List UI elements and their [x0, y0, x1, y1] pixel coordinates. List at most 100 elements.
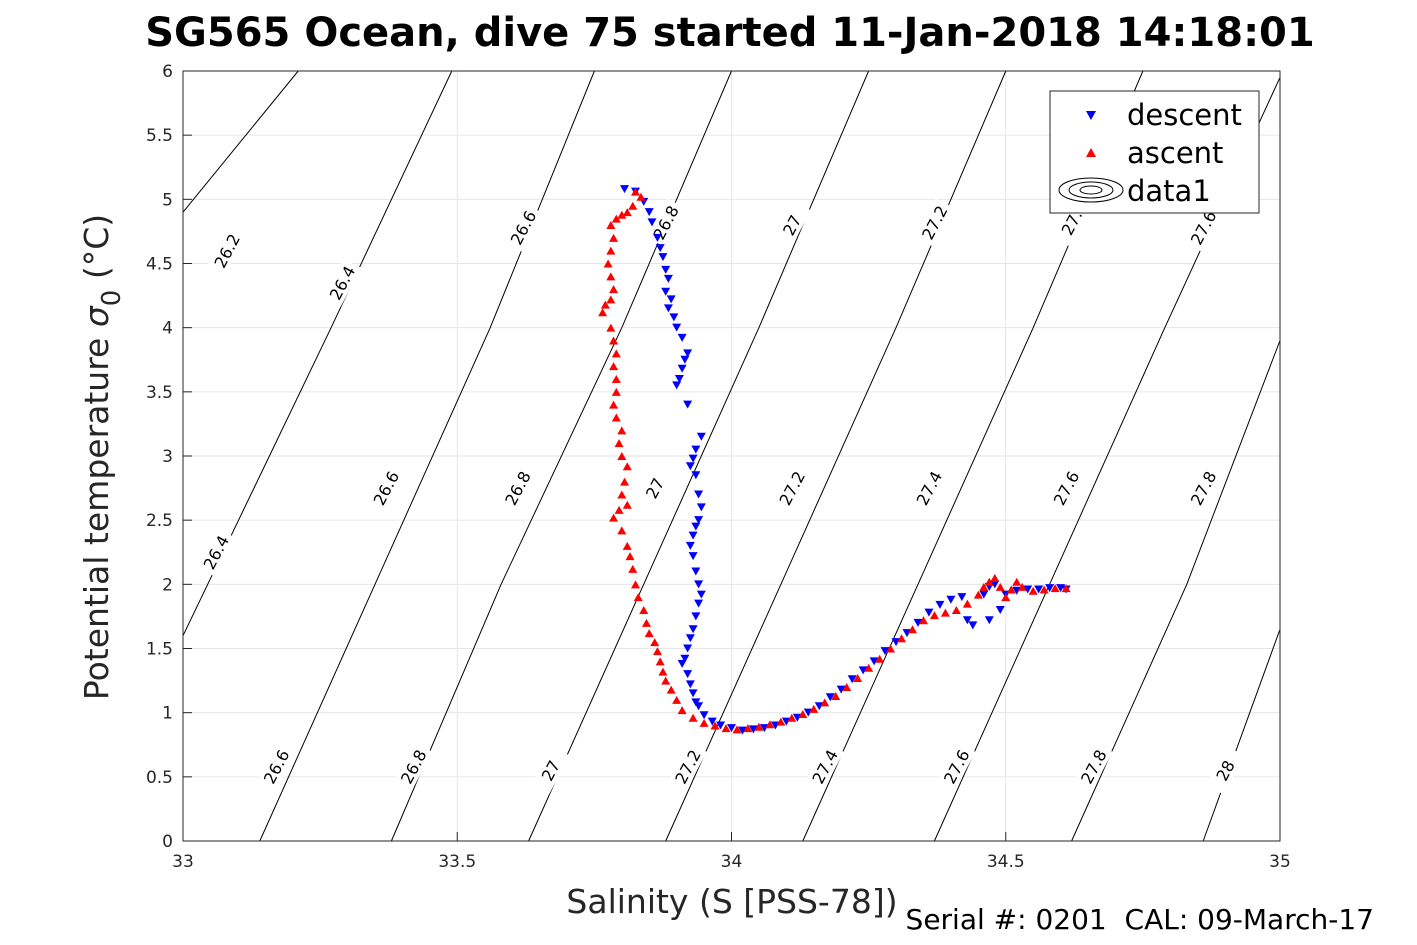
descent-point — [691, 612, 701, 621]
descent-point — [658, 253, 668, 262]
descent-point — [677, 333, 687, 342]
contour-label-mask — [909, 463, 949, 513]
ascent-point — [990, 573, 1000, 582]
contour-label-mask — [915, 198, 954, 247]
contour-label-mask — [1184, 203, 1223, 252]
descent-point — [663, 274, 673, 283]
descent-point — [696, 432, 706, 441]
ascent-point — [600, 300, 610, 309]
ascent-point — [875, 654, 885, 663]
ascent-point — [650, 638, 660, 647]
y-axis-label-unit: (°C) — [77, 214, 116, 279]
contour-label-mask — [668, 742, 707, 791]
ascent-point — [609, 513, 619, 522]
descent-point — [691, 522, 701, 531]
descent-point — [1023, 585, 1033, 594]
descent-point — [677, 364, 687, 373]
ascent-point — [633, 593, 643, 602]
y-axis-label-text: Potential temperature — [77, 338, 116, 700]
ascent-point — [853, 674, 863, 683]
legend-descent-marker — [1086, 111, 1096, 120]
ascent-point — [1050, 584, 1060, 593]
ascent-point — [603, 259, 613, 268]
descent-point — [691, 445, 701, 454]
ascent-point — [617, 490, 627, 499]
descent-point — [620, 185, 630, 194]
y-tick-label: 2 — [162, 575, 173, 595]
contour-label-mask — [1205, 746, 1245, 795]
descent-point — [962, 616, 972, 625]
ascent-point — [606, 246, 616, 255]
descent-point — [688, 689, 698, 698]
footer-serial-cal: Serial #: 0201 CAL: 09-March-17 — [906, 903, 1374, 936]
ascent-point — [1017, 582, 1027, 591]
descent-point — [688, 531, 698, 540]
ascent-point — [897, 634, 907, 643]
contour-label-mask — [207, 226, 247, 275]
contour-line-26-8 — [390, 70, 732, 842]
descent-point — [661, 287, 671, 296]
ascent-point — [864, 663, 874, 672]
descent-point — [1034, 585, 1044, 594]
x-tick-label: 35 — [1269, 852, 1291, 872]
ascent-point — [973, 590, 983, 599]
descent-point — [913, 618, 923, 627]
ascent-point — [918, 616, 928, 625]
ascent-point — [652, 647, 662, 656]
ascent-point — [611, 375, 621, 383]
contour-line-28 — [1202, 629, 1281, 842]
ascent-point — [688, 713, 698, 722]
ascent-point — [908, 625, 918, 634]
descent-point — [685, 541, 695, 550]
ascent-point — [609, 285, 619, 294]
descent-point — [688, 454, 698, 463]
y-tick-label: 5 — [162, 190, 173, 210]
legend-box — [1049, 90, 1260, 214]
ascent-point — [628, 564, 638, 573]
ascent-point — [609, 233, 619, 242]
ascent-point — [606, 295, 616, 304]
ascent-point — [1006, 585, 1016, 594]
contour-label-mask — [1046, 463, 1086, 513]
descent-point — [683, 400, 693, 409]
legend-data1-label: data1 — [1127, 174, 1211, 208]
contour-label-mask — [1184, 463, 1223, 513]
descent-point — [683, 670, 693, 679]
descent-point — [880, 647, 890, 656]
descent-point — [677, 659, 687, 668]
ascent-point — [606, 221, 616, 229]
descent-series — [620, 185, 1071, 735]
descent-point — [737, 726, 747, 735]
ascent-point — [710, 721, 720, 730]
ascent-point — [611, 387, 621, 396]
descent-point — [995, 606, 1005, 614]
descent-point — [825, 693, 835, 702]
descent-point — [957, 593, 967, 602]
descent-point — [691, 567, 701, 576]
descent-point — [748, 725, 758, 734]
ascent-point — [609, 400, 619, 409]
contour-label-mask — [531, 746, 570, 795]
descent-point — [858, 666, 868, 675]
descent-point — [696, 590, 706, 599]
y-axis-label-symbol: σ — [77, 305, 116, 327]
grid-lines — [182, 70, 1281, 842]
contour-label-mask — [394, 742, 433, 791]
y-tick-label: 3.5 — [146, 383, 173, 403]
descent-point — [666, 295, 676, 304]
descent-point — [663, 304, 673, 313]
ascent-point — [614, 505, 624, 514]
ascent-point — [787, 713, 797, 722]
contour-label-mask — [772, 463, 811, 513]
ascent-point — [743, 724, 753, 733]
descent-point — [946, 595, 956, 604]
descent-point — [707, 717, 717, 726]
y-tick-label: 3 — [162, 447, 173, 467]
ascent-point — [611, 413, 621, 422]
descent-point — [655, 244, 665, 253]
ascent-point — [831, 691, 841, 700]
ascent-point — [609, 362, 619, 371]
ascent-point — [598, 308, 608, 317]
contour-label-mask — [635, 463, 674, 513]
descent-point — [924, 608, 934, 617]
